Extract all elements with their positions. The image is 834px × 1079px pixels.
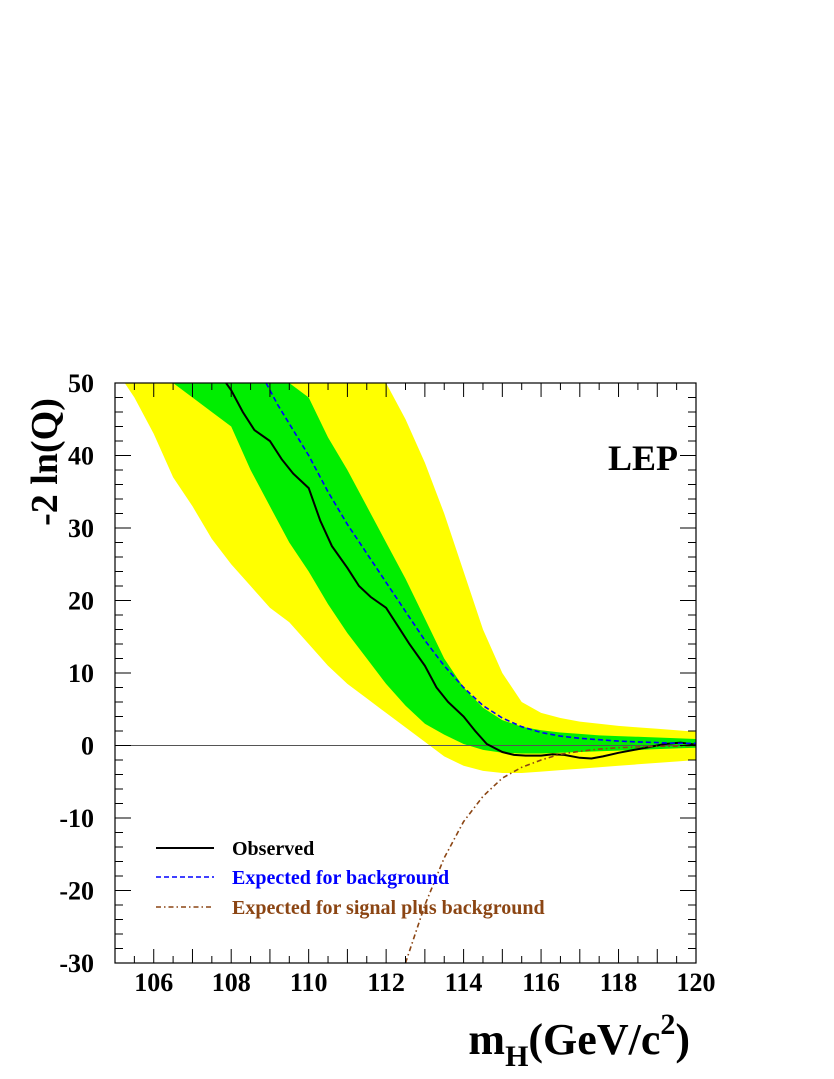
series-line-expected-for-background <box>265 383 696 745</box>
x-axis-label: mH(GeV/c2) <box>468 1008 690 1073</box>
y-tick-label: 20 <box>68 587 94 616</box>
x-tick-label: 112 <box>367 968 405 997</box>
series-layer <box>224 383 696 963</box>
legend-label-observed: Observed <box>232 838 314 860</box>
x-tick-label: 118 <box>600 968 638 997</box>
y-tick-label: -20 <box>59 877 94 906</box>
x-tick-label: 108 <box>212 968 251 997</box>
x-label-sub: H <box>505 1040 528 1073</box>
x-tick-label: 114 <box>445 968 483 997</box>
x-tick-label: 120 <box>677 968 716 997</box>
x-label-close: ) <box>675 1015 690 1064</box>
x-label-unit: (GeV/c <box>528 1015 660 1064</box>
y-tick-label: 10 <box>68 659 94 688</box>
lep-annotation: LEP <box>608 438 678 478</box>
y-tick-label: -30 <box>59 949 94 978</box>
legend-label-expected-for-background: Expected for background <box>232 867 449 889</box>
x-tick-label: 116 <box>522 968 560 997</box>
x-tick-label: 106 <box>134 968 173 997</box>
x-tick-label: 110 <box>290 968 328 997</box>
y-tick-label: -10 <box>59 804 94 833</box>
y-axis-label: -2 ln(Q) <box>24 398 66 526</box>
band-1sigma <box>173 383 696 754</box>
y-tick-label: 0 <box>81 732 94 761</box>
legend-label-expected-for-signal-plus-background: Expected for signal plus background <box>232 897 545 919</box>
x-label-sup: 2 <box>660 1008 675 1041</box>
axis-ticks <box>114 382 697 964</box>
series-line-observed <box>224 383 696 760</box>
y-tick-label: 40 <box>68 442 94 471</box>
y-tick-label: 50 <box>68 369 94 398</box>
x-label-m: m <box>468 1015 505 1064</box>
confidence-bands <box>124 383 696 773</box>
series-line-expected-for-signal-plus-background <box>404 744 696 963</box>
tick-labels: 106 108 110 112 114 116 118 120 50 40 30 20 10 0 -10 -2… <box>59 369 715 997</box>
y-tick-label: 30 <box>68 514 94 543</box>
legend: Observed Expected for background Expected … <box>156 838 545 919</box>
